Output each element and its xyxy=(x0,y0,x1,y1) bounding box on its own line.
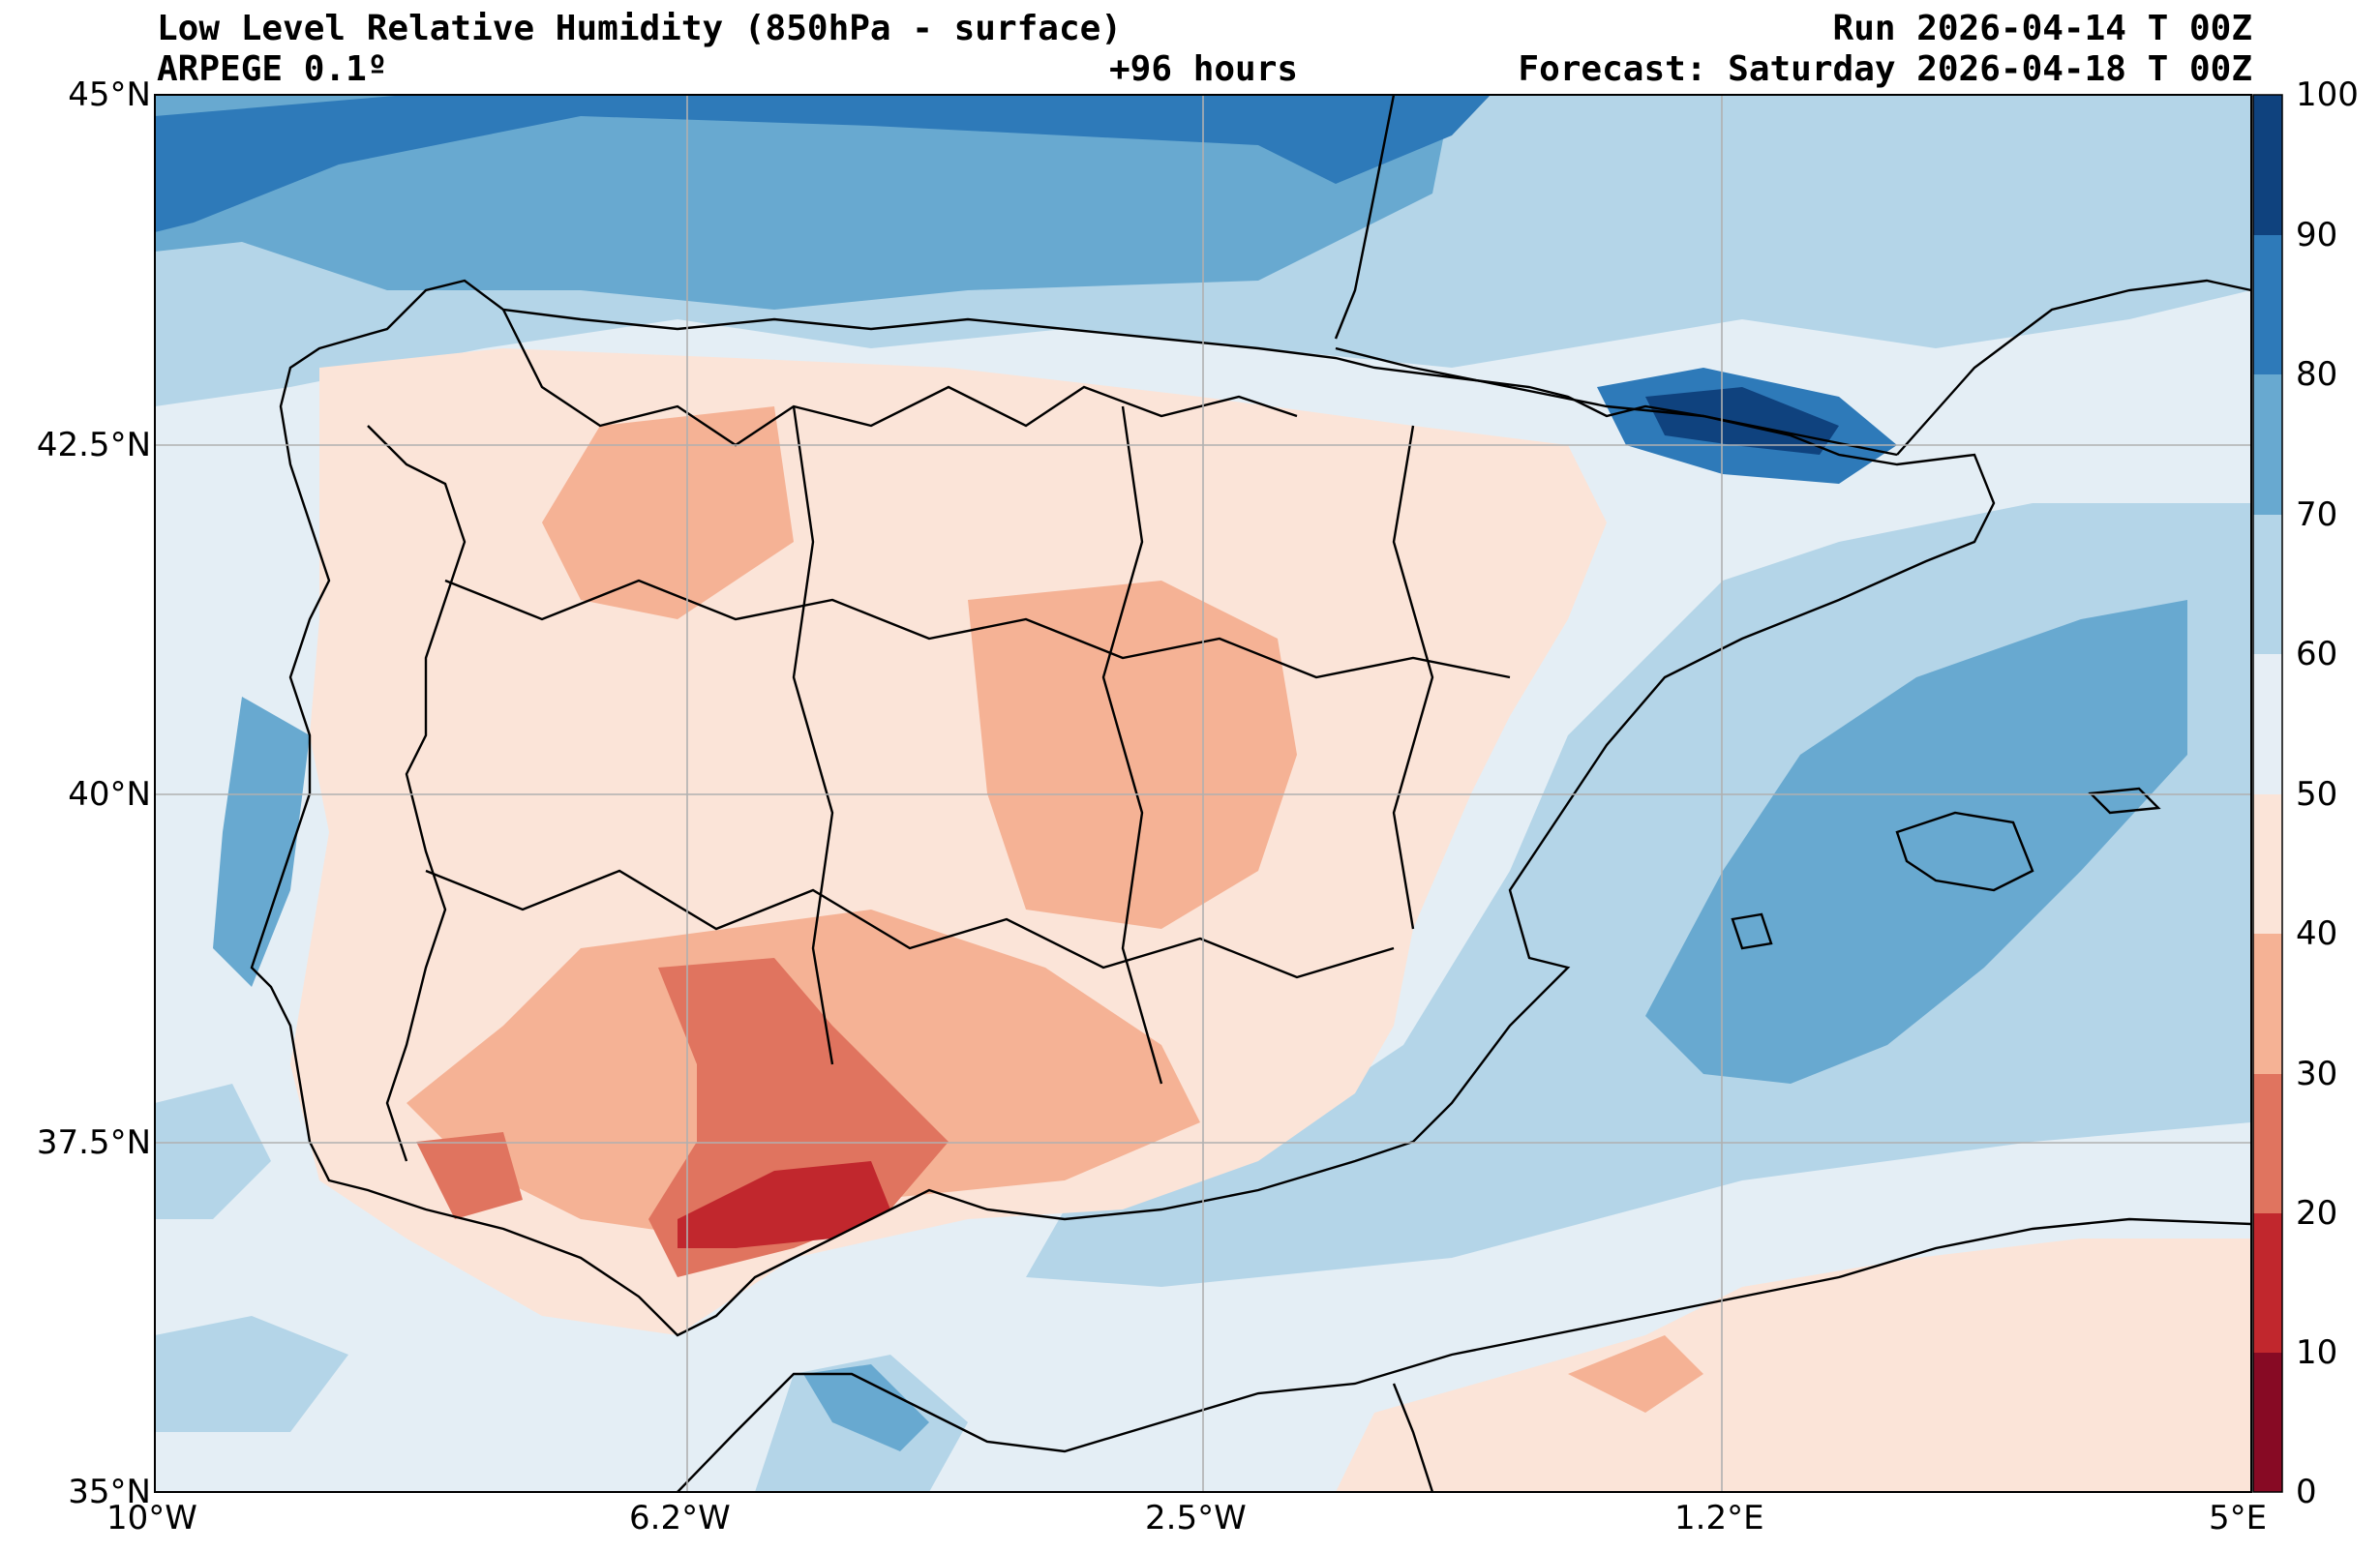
forecast-label: Forecast: Saturday 2026-04-18 T 00Z xyxy=(1518,49,2252,89)
lat-label-35n: 35°N xyxy=(68,1473,151,1511)
gridlines xyxy=(155,95,2251,1492)
colorbar-label-30: 30 xyxy=(2296,1055,2338,1093)
colorbar-bin-9 xyxy=(2253,95,2282,235)
more-humid-zone-biscay xyxy=(155,95,1452,310)
more-humid-zone-gibraltar xyxy=(803,1364,929,1451)
france-spain-border xyxy=(1335,346,1898,457)
mid-dry-zone-center xyxy=(542,406,794,619)
very-humid-zone-north xyxy=(155,95,1491,232)
colorbar-bin-2 xyxy=(2253,1074,2282,1213)
mallorca-outline xyxy=(1895,811,2034,892)
colorbar-label-60: 60 xyxy=(2296,635,2338,673)
borders-layer xyxy=(250,94,2252,1493)
colorbar-label-0: 0 xyxy=(2296,1473,2317,1511)
run-label: Run 2026-04-14 T 00Z xyxy=(1832,9,2252,48)
colorbar-label-80: 80 xyxy=(2296,355,2338,394)
lon-label-2-5w: 2.5°W xyxy=(1145,1499,1247,1537)
colorbar xyxy=(2252,94,2283,1493)
ibiza-outline xyxy=(1731,912,1773,950)
morocco-algeria-border xyxy=(1392,1383,1434,1493)
provinces-vertical-c xyxy=(1392,425,1434,930)
mid-dry-zone-africa xyxy=(1568,1335,1703,1413)
lon-label-1-2e: 1.2°E xyxy=(1674,1499,1764,1537)
lat-label-42-5n: 42.5°N xyxy=(36,426,151,464)
provinces-vertical-b xyxy=(1101,405,1163,1085)
colorbar-label-50: 50 xyxy=(2296,775,2338,814)
colorbar-label-100: 100 xyxy=(2296,75,2359,114)
colorbar-label-70: 70 xyxy=(2296,495,2338,534)
mid-dry-zone-castile xyxy=(968,581,1297,929)
provinces-center xyxy=(444,579,1511,679)
colorbar-bin-8 xyxy=(2253,235,2282,374)
colorbar-bin-6 xyxy=(2253,515,2282,654)
saturated-zone-pyrenees xyxy=(1645,387,1839,455)
colorbar-frame xyxy=(2252,94,2283,1493)
humid-zone-atlantic xyxy=(155,1084,271,1219)
humid-zone-atlantic-south xyxy=(155,1316,348,1432)
colorbar-label-40: 40 xyxy=(2296,914,2338,953)
portugal-border xyxy=(367,425,467,1162)
mediterranean-france-coast xyxy=(1896,279,2252,456)
lead-time-label: +96 hours xyxy=(1109,49,1299,89)
france-coastline xyxy=(1334,94,1396,340)
colorbar-bin-7 xyxy=(2253,374,2282,515)
lon-label-5e: 5°E xyxy=(2209,1499,2268,1537)
lat-label-45n: 45°N xyxy=(68,75,151,114)
provinces-north xyxy=(501,309,1298,447)
colorbar-bin-1 xyxy=(2253,1213,2282,1353)
model-label: ARPEGE 0.1º xyxy=(157,49,388,89)
colorbar-bin-3 xyxy=(2253,934,2282,1074)
provinces-vertical-a xyxy=(792,405,834,1065)
colorbar-bin-4 xyxy=(2253,794,2282,934)
colorbar-label-90: 90 xyxy=(2296,216,2338,254)
map-frame xyxy=(154,94,2252,1493)
more-humid-zone-portugal-coast xyxy=(213,697,310,987)
more-humid-zone-mediterranean xyxy=(1645,600,2187,1084)
lon-label-6-2w: 6.2°W xyxy=(629,1499,731,1537)
map-title: Low Level Relative Humidity (850hPa - su… xyxy=(157,9,1122,48)
colorbar-bin-0 xyxy=(2253,1353,2282,1492)
provinces-south xyxy=(425,869,1395,979)
lat-label-40n: 40°N xyxy=(68,775,151,814)
lat-label-37-5n: 37.5°N xyxy=(36,1123,151,1162)
dry-zone-southwest xyxy=(416,1132,523,1219)
menorca-outline xyxy=(2088,787,2161,815)
north-africa-coastline xyxy=(677,1217,2252,1493)
dry-land-north-africa xyxy=(1336,1239,2251,1492)
colorbar-label-10: 10 xyxy=(2296,1333,2338,1372)
colorbar-bin-5 xyxy=(2253,654,2282,794)
colorbar-label-20: 20 xyxy=(2296,1194,2338,1233)
iberian-coastline xyxy=(250,279,1996,1337)
lon-label-10w: 10°W xyxy=(106,1499,197,1537)
very-dry-zone-andalusia xyxy=(678,1161,890,1248)
